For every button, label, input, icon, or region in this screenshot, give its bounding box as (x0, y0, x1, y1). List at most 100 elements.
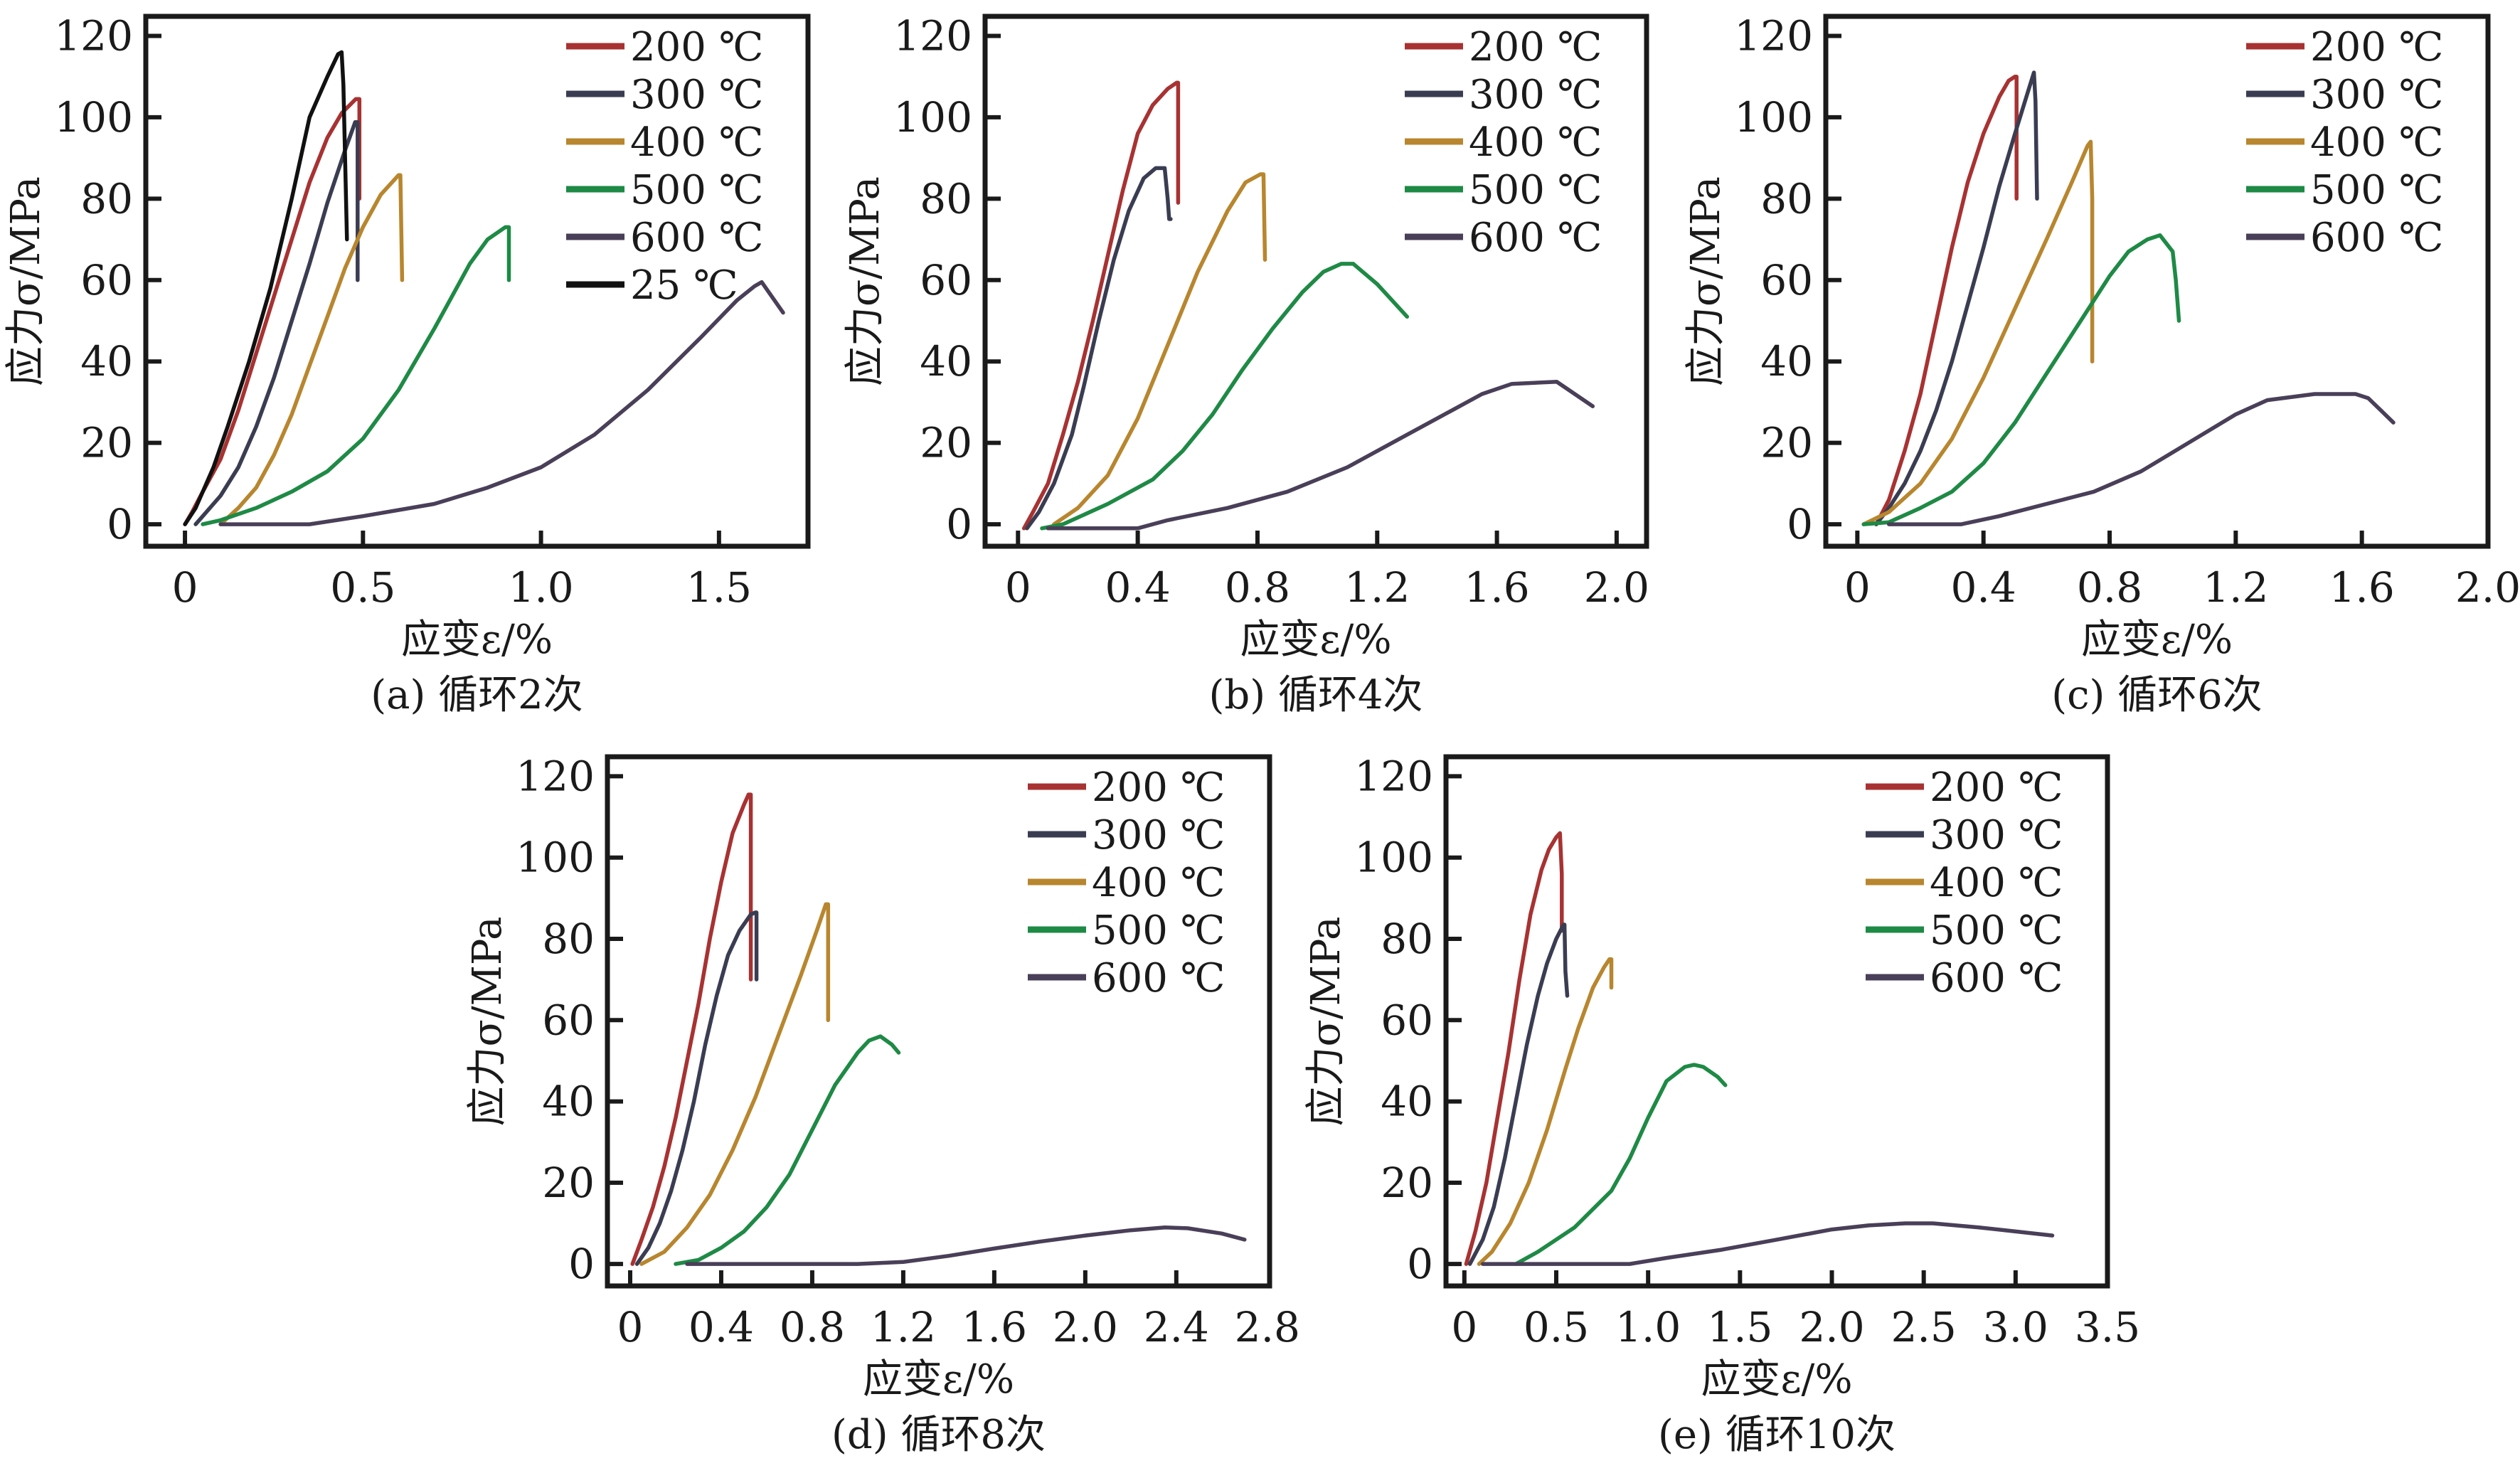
x-tick-label: 0.5 (1524, 1303, 1589, 1351)
legend-label: 200 ℃ (1092, 765, 1225, 811)
series-line-500c (1514, 1063, 1728, 1266)
y-tick-label: 120 (1354, 752, 1433, 800)
x-tick-label: 0.8 (2077, 563, 2142, 612)
legend-label: 500 ℃ (1930, 908, 2063, 954)
x-tick-label: 1.6 (2329, 563, 2395, 612)
legend-item: 600 ℃ (566, 215, 763, 261)
x-axis-title: 应变ε/% (863, 1356, 1014, 1403)
y-axis-ticks: 0 20 40 60 80 100 120 (1734, 11, 1841, 548)
series-line-600c (685, 1225, 1247, 1266)
x-axis-title: 应变ε/% (2081, 617, 2233, 663)
series-line-600c (218, 280, 785, 526)
legend-label: 300 ℃ (1092, 812, 1225, 858)
y-axis-title: 应力σ/MPa (1303, 917, 1349, 1127)
x-tick-label: 2.0 (1799, 1303, 1864, 1351)
y-axis-ticks: 0 20 40 60 80 100 120 (1354, 752, 1462, 1288)
series-lines (183, 50, 785, 526)
x-axis-title: 应变ε/% (401, 617, 553, 663)
series-line-500c (674, 1034, 901, 1266)
x-tick-label: 0.4 (1105, 563, 1170, 612)
legend-label: 600 ℃ (1092, 955, 1225, 1001)
x-tick-label: 0.8 (1225, 563, 1290, 612)
legend-item: 200 ℃ (1028, 765, 1225, 811)
y-tick-label: 60 (920, 256, 972, 304)
series-line-500c (1040, 262, 1410, 531)
series-line-200c (1021, 80, 1181, 531)
x-axis-ticks: 0 0.4 0.8 1.2 1.6 2.0 (1844, 531, 2520, 612)
legend-label: 500 ℃ (2310, 167, 2443, 213)
panel-caption: (b) 循环4次 (1209, 672, 1423, 718)
y-tick-label: 40 (80, 337, 133, 385)
series-line-25c (183, 50, 349, 526)
y-tick-label: 60 (1760, 256, 1813, 304)
y-tick-label: 80 (1760, 174, 1813, 223)
legend-item: 600 ℃ (1866, 955, 2063, 1001)
series-lines (630, 792, 1247, 1266)
legend-label: 600 ℃ (1930, 955, 2063, 1001)
y-tick-label: 120 (1734, 11, 1813, 60)
x-tick-label: 2.0 (1053, 1303, 1118, 1351)
x-tick-label: 0 (1005, 563, 1031, 612)
legend-item: 400 ℃ (2246, 119, 2443, 166)
legend-item: 300 ℃ (1028, 812, 1225, 858)
x-tick-label: 3.5 (2075, 1303, 2140, 1351)
legend-item: 600 ℃ (1405, 215, 1602, 261)
y-tick-label: 20 (1760, 419, 1813, 467)
series-line-300c (1025, 166, 1173, 531)
x-tick-label: 1.2 (2203, 563, 2268, 612)
x-tick-label: 0.8 (780, 1303, 845, 1351)
x-tick-label: 2.8 (1235, 1303, 1300, 1351)
x-axis-ticks: 0 0.5 1.0 1.5 2.0 2.5 3.0 3.5 (1451, 1270, 2140, 1351)
panel-caption: (e) 循环10次 (1658, 1412, 1896, 1458)
x-tick-label: 0 (1451, 1303, 1477, 1351)
x-tick-label: 0.5 (330, 563, 395, 612)
x-tick-label: 2.4 (1144, 1303, 1209, 1351)
y-tick-label: 120 (893, 11, 972, 60)
legend-label: 400 ℃ (2310, 119, 2443, 166)
legend-label: 300 ℃ (630, 72, 763, 118)
series-line-600c (1046, 380, 1595, 531)
y-axis-title: 应力σ/MPa (842, 176, 888, 386)
legend-item: 400 ℃ (1028, 860, 1225, 906)
series-lines (1464, 831, 2055, 1266)
y-tick-label: 60 (1381, 996, 1433, 1044)
series-lines (1021, 80, 1595, 531)
series-line-500c (201, 225, 511, 526)
series-line-500c (1861, 233, 2181, 526)
y-tick-label: 40 (542, 1078, 595, 1126)
y-tick-label: 120 (54, 11, 133, 60)
legend-item: 600 ℃ (2246, 215, 2443, 261)
y-tick-label: 60 (542, 996, 595, 1044)
legend-label: 200 ℃ (1469, 24, 1602, 70)
y-axis-ticks: 0 20 40 60 80 100 120 (516, 752, 623, 1288)
legend-item: 400 ℃ (566, 119, 763, 166)
legend-item: 300 ℃ (566, 72, 763, 118)
y-tick-label: 20 (1381, 1159, 1433, 1207)
legend-item: 200 ℃ (566, 24, 763, 70)
legend-label: 25 ℃ (630, 262, 738, 309)
legend-label: 200 ℃ (2310, 24, 2443, 70)
y-tick-label: 20 (920, 419, 972, 467)
series-lines (1861, 70, 2396, 526)
legend-item: 500 ℃ (1866, 908, 2063, 954)
x-tick-label: 1.2 (1344, 563, 1410, 612)
y-axis-ticks: 0 20 40 60 80 100 120 (893, 11, 1001, 548)
x-tick-label: 1.2 (871, 1303, 936, 1351)
series-line-600c (1480, 1221, 2055, 1266)
legend-item: 200 ℃ (2246, 24, 2443, 70)
x-tick-label: 0.4 (1951, 563, 2016, 612)
y-tick-label: 0 (107, 500, 133, 548)
y-tick-label: 0 (1407, 1240, 1433, 1288)
panel-caption: (a) 循环2次 (371, 672, 583, 718)
legend-label: 500 ℃ (630, 167, 763, 213)
legend-label: 200 ℃ (630, 24, 763, 70)
legend-label: 600 ℃ (2310, 215, 2443, 261)
y-tick-label: 100 (516, 834, 595, 882)
y-tick-label: 40 (1381, 1078, 1433, 1126)
series-line-300c (634, 910, 759, 1266)
